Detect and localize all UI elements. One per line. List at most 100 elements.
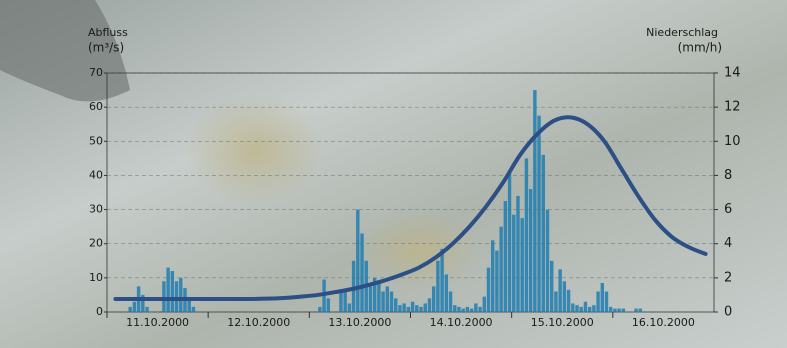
y2-axis-unit: (mm/h) (678, 41, 722, 55)
y2-tick-label: 4 (724, 236, 732, 251)
y2-axis-label: Niederschlag (646, 26, 718, 39)
bar (318, 307, 321, 312)
bar (542, 155, 545, 312)
x-tick-label: 14.10.2000 (430, 316, 493, 329)
y-tick-label: 0 (96, 305, 103, 318)
bar (478, 307, 481, 312)
bar (605, 292, 608, 312)
y-tick-label: 10 (89, 271, 103, 284)
bar (436, 261, 439, 312)
bar (360, 233, 363, 312)
bar (445, 274, 448, 312)
y2-tick-label: 6 (724, 202, 732, 217)
bar (634, 309, 637, 312)
bar (491, 240, 494, 312)
y2-tick-label: 10 (724, 134, 741, 149)
x-tick-label: 11.10.2000 (126, 316, 189, 329)
y-tick-label: 20 (89, 237, 103, 250)
bar (377, 281, 380, 312)
bar (348, 303, 351, 312)
bar (571, 303, 574, 312)
bar (546, 210, 549, 312)
bar (166, 268, 169, 312)
bar (428, 298, 431, 312)
y-tick-label: 70 (89, 66, 103, 79)
bar (145, 307, 148, 312)
bar (461, 309, 464, 312)
bar (133, 302, 136, 312)
bar (402, 303, 405, 312)
bar (483, 297, 486, 312)
bar (398, 305, 401, 312)
bar (453, 305, 456, 312)
bar (516, 196, 519, 312)
bar (512, 215, 515, 312)
bar (356, 210, 359, 312)
bar (601, 283, 604, 312)
bar (466, 307, 469, 312)
bar (192, 307, 195, 312)
y2-tick-label: 0 (724, 305, 732, 320)
bar (550, 261, 553, 312)
y2-tick-label: 14 (724, 66, 741, 81)
bar (508, 172, 511, 312)
bar (386, 286, 389, 312)
bar (554, 292, 557, 312)
bar (529, 189, 532, 312)
bar (495, 251, 498, 312)
bar (580, 307, 583, 312)
bar (575, 305, 578, 312)
bar (558, 269, 561, 312)
bar (128, 307, 131, 312)
bar (432, 286, 435, 312)
y-tick-label: 30 (89, 203, 103, 216)
bar (411, 302, 414, 312)
x-tick-label: 12.10.2000 (227, 316, 290, 329)
bar (584, 302, 587, 312)
bar (617, 309, 620, 312)
bar (419, 307, 422, 312)
bar (175, 281, 178, 312)
bar (424, 303, 427, 312)
background-rock (185, 95, 325, 205)
bar (440, 249, 443, 312)
bar (537, 116, 540, 312)
bar (567, 290, 570, 312)
y-tick-label: 40 (89, 168, 103, 181)
bar (596, 292, 599, 312)
bar (499, 227, 502, 312)
bar (487, 268, 490, 312)
bar (613, 309, 616, 312)
bar (369, 286, 372, 312)
bar (533, 90, 536, 312)
y-tick-label: 50 (89, 134, 103, 147)
bar (390, 292, 393, 312)
y-axis-label: Abfluss (88, 26, 128, 39)
bar (588, 307, 591, 312)
bar (415, 305, 418, 312)
y2-tick-label: 8 (724, 168, 732, 183)
bar (563, 281, 566, 312)
bar (520, 218, 523, 312)
y2-tick-label: 2 (724, 270, 732, 285)
bar (525, 158, 528, 312)
bar (622, 309, 625, 312)
bar (470, 309, 473, 312)
bar (327, 298, 330, 312)
bar (639, 309, 642, 312)
bar (407, 307, 410, 312)
bar (171, 271, 174, 312)
bar (343, 290, 346, 312)
bar (504, 201, 507, 312)
bar (394, 298, 397, 312)
bar (457, 307, 460, 312)
y-tick-label: 60 (89, 100, 103, 113)
bar (179, 278, 182, 312)
x-tick-label: 16.10.2000 (632, 316, 695, 329)
bar (381, 292, 384, 312)
y2-tick-label: 12 (724, 100, 741, 115)
bar (449, 292, 452, 312)
bar (609, 307, 612, 312)
background-rock (360, 210, 480, 290)
bar (339, 292, 342, 312)
